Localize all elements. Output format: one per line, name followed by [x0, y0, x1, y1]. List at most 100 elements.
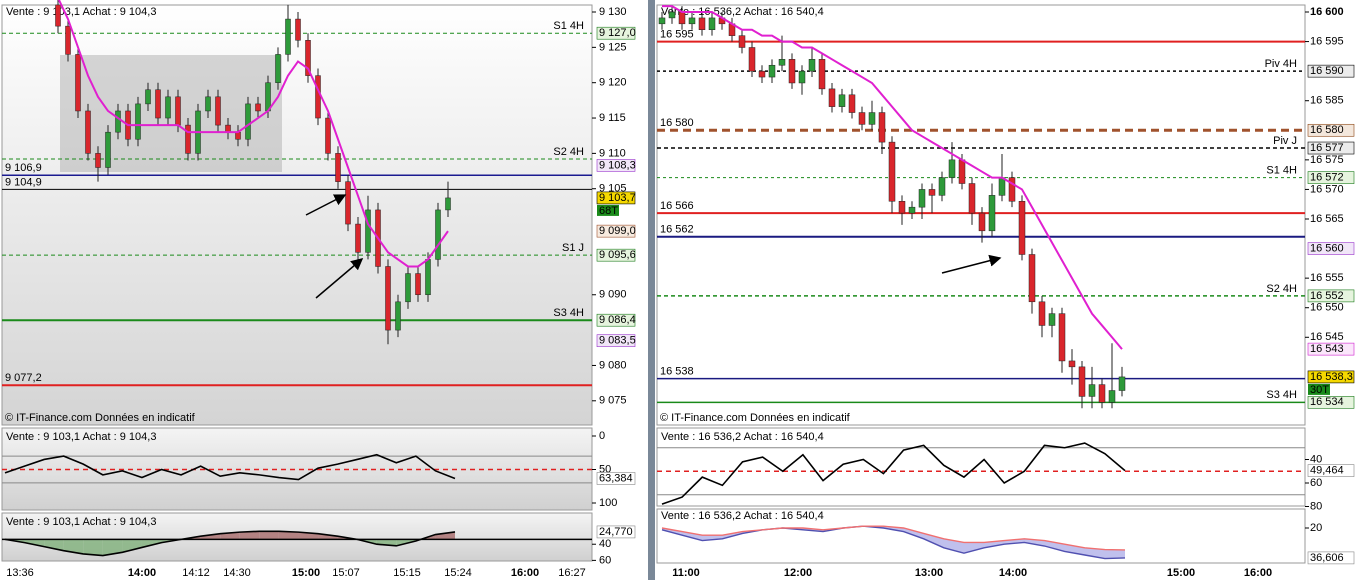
y-tick-label: 16 595 — [1310, 35, 1344, 47]
candle-body — [105, 131, 111, 168]
candle-body — [155, 89, 161, 119]
oscillator-line — [661, 442, 1126, 505]
momentum-area — [83, 539, 103, 556]
y-tick-label: 16 550 — [1310, 302, 1344, 314]
candle-body — [425, 259, 431, 296]
level-name: S2 4H — [1266, 283, 1297, 295]
candle-body — [908, 206, 916, 214]
candle-body — [1018, 201, 1026, 255]
price-tag-label: 16 538,3 — [1310, 371, 1353, 383]
arrow — [941, 254, 1002, 274]
price-tag — [1307, 242, 1355, 255]
value-tag — [1307, 464, 1355, 477]
x-tick-label: 16:27 — [558, 567, 586, 579]
price-tag — [1307, 342, 1355, 356]
candle-body — [948, 159, 956, 178]
momentum-area — [102, 539, 123, 556]
candle-body — [405, 273, 411, 303]
candle-body — [345, 181, 351, 225]
arrow — [305, 194, 347, 216]
count-tag — [1308, 383, 1330, 395]
price-tag — [1307, 370, 1355, 384]
price-tag-label: 16 580 — [1310, 124, 1344, 136]
price-tag — [596, 334, 636, 348]
candle-body — [748, 47, 756, 72]
candle-body — [135, 103, 141, 140]
candle-body — [698, 17, 706, 30]
candle-body — [798, 70, 806, 84]
x-tick-label: 15:15 — [393, 567, 421, 579]
x-tick-label: 15:24 — [444, 567, 472, 579]
right-rsi-panel — [656, 427, 1306, 507]
price-tag-label: 16 552 — [1310, 290, 1344, 302]
candle-body — [928, 189, 936, 196]
candle-body — [808, 59, 816, 72]
candle-body — [668, 11, 676, 19]
candle-body — [1108, 390, 1116, 403]
level-name: S1 J — [562, 242, 584, 254]
price-tag — [596, 159, 636, 172]
candle-body — [858, 112, 866, 125]
candle-body — [185, 124, 191, 154]
level-name: Piv 4H — [1265, 58, 1297, 70]
candle-body — [355, 223, 361, 253]
price-tag — [596, 191, 636, 205]
momentum-area — [278, 531, 299, 540]
y-tick-label: 0 — [599, 430, 605, 442]
value-tag-label: 36,606 — [1310, 552, 1344, 564]
momentum-area — [122, 539, 142, 553]
price-tag — [596, 313, 636, 327]
candle-body — [658, 17, 666, 25]
y-tick-label: 16 585 — [1310, 95, 1344, 107]
moving-average — [57, 0, 449, 268]
price-tag-label: 9 083,5 — [599, 335, 636, 347]
momentum-area — [435, 531, 455, 540]
panel-header: Vente : 9 103,1 Achat : 9 104,3 — [6, 431, 156, 443]
momentum-area — [239, 531, 260, 540]
y-tick-label: 16 600 — [1310, 6, 1344, 18]
candle-body — [1048, 313, 1056, 326]
candle-body — [205, 96, 211, 112]
x-tick-label: 14:00 — [128, 567, 156, 579]
price-tag-label: 9 108,3 — [599, 159, 636, 171]
momentum-area — [44, 539, 64, 551]
price-tag-label: 16 543 — [1310, 343, 1344, 355]
level-price: 16 566 — [660, 200, 694, 212]
price-tag — [1307, 123, 1355, 137]
candle-body — [878, 112, 886, 143]
y-tick-label: 80 — [1310, 500, 1322, 512]
panel-header: Vente : 16 536,2 Achat : 16 540,4 — [661, 510, 824, 522]
candle-body — [175, 96, 181, 126]
count-tag — [597, 204, 619, 216]
level-price: 16 580 — [660, 117, 694, 129]
candle-body — [445, 197, 451, 211]
y-tick-label: 9 120 — [599, 77, 627, 89]
y-tick-label: 16 565 — [1310, 213, 1344, 225]
x-tick-label: 13:36 — [6, 567, 34, 579]
candle-body — [828, 88, 836, 107]
candle-body — [415, 273, 421, 296]
x-tick-label: 14:30 — [223, 567, 251, 579]
level-name: S1 4H — [1266, 165, 1297, 177]
y-tick-label: 40 — [1310, 453, 1322, 465]
oscillator-line — [4, 530, 456, 557]
y-tick-label: 40 — [599, 538, 611, 550]
candle-body — [708, 17, 716, 30]
candle-body — [1078, 366, 1086, 397]
candle-body — [1008, 177, 1016, 202]
price-tag — [1307, 289, 1355, 303]
y-tick-label: 9 115 — [599, 112, 626, 124]
candle-body — [868, 112, 876, 125]
x-tick-label: 12:00 — [784, 567, 812, 579]
price-tag-label: 9 103,7 — [599, 192, 636, 204]
candle-body — [235, 131, 241, 140]
candle-body — [738, 35, 746, 48]
candle-body — [818, 59, 826, 90]
candle-body — [988, 195, 996, 232]
price-tag-label: 16 572 — [1310, 172, 1344, 184]
x-tick-label: 14:12 — [182, 567, 210, 579]
level-name: S3 4H — [1266, 389, 1297, 401]
price-tag-label: 16 534 — [1310, 396, 1344, 408]
candle-body — [115, 110, 121, 133]
y-tick-label: 16 555 — [1310, 272, 1344, 284]
